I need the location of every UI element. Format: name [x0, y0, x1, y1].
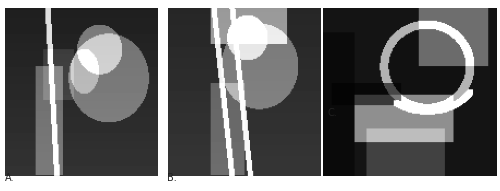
- Text: C.: C.: [328, 108, 337, 118]
- Text: B.: B.: [168, 173, 177, 183]
- Text: A.: A.: [5, 173, 15, 183]
